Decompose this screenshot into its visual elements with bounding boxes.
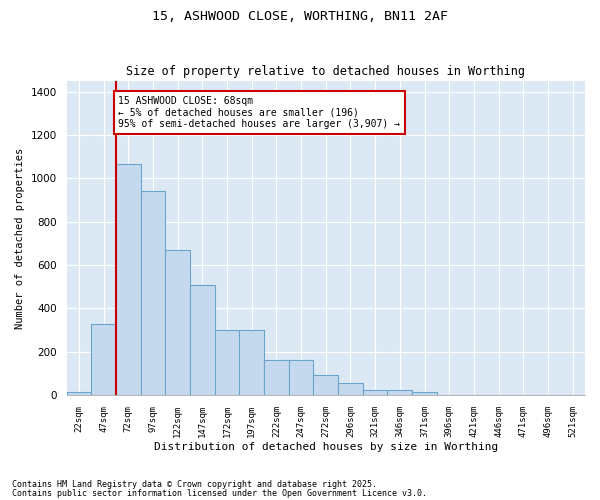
Bar xyxy=(289,360,313,395)
Bar xyxy=(190,284,215,395)
Y-axis label: Number of detached properties: Number of detached properties xyxy=(15,148,25,328)
Bar xyxy=(91,324,116,395)
Text: 15 ASHWOOD CLOSE: 68sqm
← 5% of detached houses are smaller (196)
95% of semi-de: 15 ASHWOOD CLOSE: 68sqm ← 5% of detached… xyxy=(118,96,400,130)
Title: Size of property relative to detached houses in Worthing: Size of property relative to detached ho… xyxy=(126,66,525,78)
Bar xyxy=(116,164,140,395)
Bar xyxy=(140,192,165,395)
Bar xyxy=(165,250,190,395)
Bar xyxy=(67,392,91,395)
Bar xyxy=(363,390,388,395)
Bar xyxy=(338,383,363,395)
Bar xyxy=(215,330,239,395)
Bar xyxy=(313,376,338,395)
Text: Contains public sector information licensed under the Open Government Licence v3: Contains public sector information licen… xyxy=(12,488,427,498)
Text: 15, ASHWOOD CLOSE, WORTHING, BN11 2AF: 15, ASHWOOD CLOSE, WORTHING, BN11 2AF xyxy=(152,10,448,23)
Bar xyxy=(388,390,412,395)
X-axis label: Distribution of detached houses by size in Worthing: Distribution of detached houses by size … xyxy=(154,442,498,452)
Bar xyxy=(264,360,289,395)
Bar xyxy=(239,330,264,395)
Text: Contains HM Land Registry data © Crown copyright and database right 2025.: Contains HM Land Registry data © Crown c… xyxy=(12,480,377,489)
Bar xyxy=(412,392,437,395)
